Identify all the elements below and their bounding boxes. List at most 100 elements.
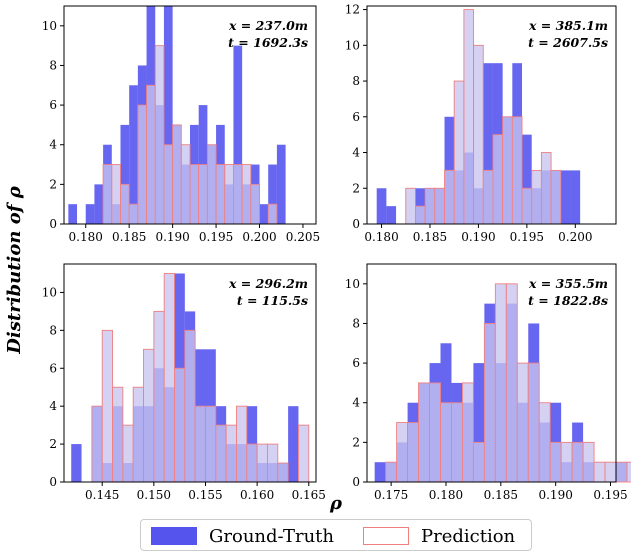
y-tick-label: 6 (352, 110, 360, 124)
prediction-bar (445, 170, 455, 224)
prediction-bar (541, 153, 551, 224)
prediction-bar (440, 403, 451, 482)
x-tick-label: 0.165 (292, 488, 326, 502)
prediction-bar (474, 45, 484, 224)
y-tick-label: 6 (352, 356, 360, 370)
annotation-x: x = 355.5m (528, 276, 608, 291)
legend: Ground-Truth Prediction (140, 519, 532, 551)
prediction-bar (144, 349, 154, 482)
prediction-bar (483, 170, 493, 224)
x-tick-label: 0.185 (413, 230, 447, 244)
prediction-bar (451, 403, 462, 482)
prediction-bar (512, 117, 522, 224)
chart-panel-top-right: 0246810120.180 0.185 0.190 0.195 0.200x = 38… (345, 3, 616, 244)
prediction-bar (216, 425, 226, 482)
annotation-t: t = 2607.5s (528, 35, 608, 50)
ground-truth-bar (129, 85, 138, 224)
prediction-bar (493, 135, 503, 224)
x-tick-label: 0.175 (374, 488, 408, 502)
prediction-bar (185, 330, 195, 482)
prediction-bar (226, 425, 236, 482)
ground-truth-bar (68, 204, 77, 224)
prediction-bar (503, 117, 513, 224)
chart-panel-bottom-right: 02468100.175 0.180 0.185 0.190 0.195x = 355.… (345, 264, 631, 502)
x-tick-label: 0.150 (137, 488, 171, 502)
y-tick-label: 12 (345, 3, 360, 17)
x-tick-label: 0.200 (242, 230, 276, 244)
x-tick-label: 0.145 (85, 488, 119, 502)
prediction-bar (164, 273, 174, 482)
ground-truth-bar (386, 206, 396, 224)
prediction-bar (207, 145, 216, 224)
legend-label-prediction: Prediction (421, 526, 515, 547)
x-tick-label: 0.160 (240, 488, 274, 502)
prediction-bar (551, 170, 561, 224)
x-tick-label: 0.190 (538, 488, 572, 502)
prediction-bar (408, 423, 419, 482)
y-tick-label: 2 (49, 437, 57, 451)
prediction-bar (386, 462, 397, 482)
prediction-bar (298, 425, 308, 482)
prediction-bar (181, 145, 190, 224)
y-tick-label: 8 (49, 58, 57, 72)
legend-swatch-ground-truth (151, 527, 197, 545)
y-tick-label: 2 (352, 435, 360, 449)
prediction-bar (205, 406, 215, 482)
prediction-bar (616, 462, 627, 482)
legend-label-ground-truth: Ground-Truth (209, 526, 334, 547)
y-tick-label: 4 (49, 399, 57, 413)
prediction-bar (103, 165, 112, 224)
y-tick-label: 4 (352, 396, 360, 410)
prediction-bar (133, 387, 143, 482)
prediction-bar (120, 184, 129, 224)
ground-truth-bar (561, 170, 571, 224)
prediction-bar (430, 383, 441, 482)
prediction-bar (583, 442, 594, 482)
legend-swatch-prediction (363, 527, 409, 545)
prediction-bar (495, 284, 506, 482)
ground-truth-bar (71, 444, 81, 482)
prediction-bar (251, 184, 260, 224)
prediction-bar (484, 323, 495, 482)
x-tick-label: 0.180 (69, 230, 103, 244)
annotation-t: t = 1822.8s (528, 293, 608, 308)
ground-truth-bar (277, 145, 286, 224)
prediction-bar (397, 423, 408, 482)
y-tick-label: 8 (352, 74, 360, 88)
y-tick-label: 10 (42, 19, 57, 33)
prediction-bar (473, 442, 484, 482)
prediction-bar (425, 188, 435, 224)
prediction-bar (257, 444, 267, 482)
prediction-bar (102, 330, 112, 482)
ground-truth-bar (86, 204, 95, 224)
x-tick-label: 0.180 (364, 230, 398, 244)
prediction-bar (419, 383, 430, 482)
prediction-bar (594, 462, 605, 482)
y-tick-label: 2 (352, 181, 360, 195)
prediction-bar (199, 165, 208, 224)
y-tick-label: 10 (345, 38, 360, 52)
prediction-bar (572, 442, 583, 482)
prediction-bar (123, 425, 133, 482)
ground-truth-bar (375, 462, 386, 482)
prediction-bar (233, 165, 242, 224)
prediction-bar (406, 188, 416, 224)
prediction-bar (247, 444, 257, 482)
y-axis-label: Distribution of ρ (4, 140, 28, 400)
prediction-bar (627, 462, 631, 482)
annotation-x: x = 385.1m (528, 18, 608, 33)
legend-item-prediction: Prediction (363, 525, 515, 547)
x-tick-label: 0.185 (112, 230, 146, 244)
prediction-bar (435, 188, 445, 224)
annotation-t: t = 115.5s (237, 293, 308, 308)
prediction-bar (112, 165, 121, 224)
chart-panel-bottom-left: 0 2 4 6 8 10 0.145 0.150 0.155 0.160 0.165 x = 296.… (42, 264, 326, 502)
y-tick-label: 8 (352, 316, 360, 330)
prediction-bar (173, 125, 182, 224)
prediction-bar (147, 85, 156, 224)
chart-panel-top-left: 0 2 4 6 8 10 0.180 0.185 0.190 0.195 0.200 0.205 x =… (42, 6, 320, 244)
ground-truth-bar (94, 184, 103, 224)
x-tick-label: 0.190 (461, 230, 495, 244)
prediction-bar (216, 165, 225, 224)
